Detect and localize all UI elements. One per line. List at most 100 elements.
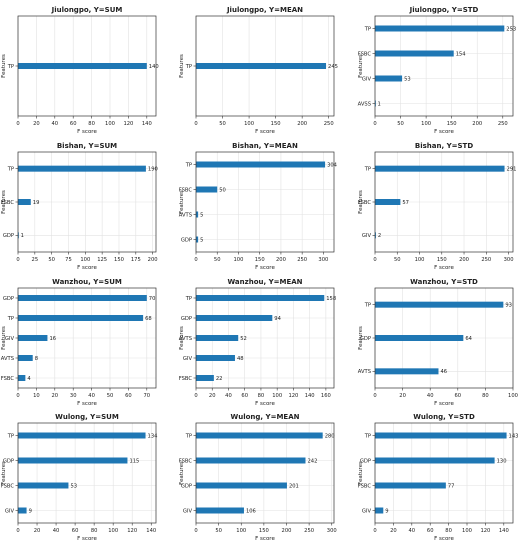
bar (196, 236, 199, 243)
x-tick-label: 60 (125, 393, 132, 399)
y-tick-label: AVTS (179, 212, 192, 218)
x-tick-label: 60 (454, 393, 461, 399)
plot-frame (17, 15, 157, 117)
plot-frame (17, 151, 157, 253)
x-tick-label: 200 (459, 257, 469, 263)
x-tick-label: 100 (462, 528, 472, 534)
x-axis-label: F score (77, 129, 97, 135)
y-tick-label: GDP (181, 237, 192, 243)
x-tick-label: 10 (33, 393, 40, 399)
y-tick-label: AVTS (358, 369, 371, 375)
plot-frame (374, 15, 514, 117)
x-tick-label: 100 (236, 528, 246, 534)
data-label: 140 (149, 64, 159, 70)
x-tick-label: 140 (146, 528, 156, 534)
data-label: 22 (216, 376, 223, 382)
bar (196, 186, 218, 193)
y-tick-label: GDP (3, 296, 14, 302)
bar (196, 482, 287, 489)
y-axis-label: Features (179, 54, 185, 78)
x-tick-label: 0 (16, 393, 19, 399)
y-axis-label: Features (179, 326, 185, 350)
y-tick-label: GIV (5, 508, 15, 514)
bar (375, 457, 495, 464)
x-tick-label: 80 (445, 528, 452, 534)
y-tick-label: FSBC (358, 51, 372, 57)
bar (375, 199, 401, 205)
data-label: 57 (402, 200, 409, 206)
x-axis-label: F score (434, 265, 454, 271)
y-axis-label: Features (1, 461, 7, 485)
x-axis-label: F score (77, 536, 97, 542)
y-tick-label: TP (364, 302, 371, 308)
chart-title: Bishan, Y=STD (415, 142, 473, 150)
y-tick-label: FSBC (1, 200, 15, 206)
bar (196, 335, 239, 341)
x-tick-label: 250 (481, 257, 491, 263)
bar (18, 63, 147, 69)
bar (196, 295, 325, 301)
y-tick-label: TP (7, 64, 14, 70)
data-label: 201 (289, 483, 299, 489)
data-label: 46 (440, 369, 447, 375)
plot-area (375, 16, 513, 116)
x-tick-label: 0 (373, 257, 376, 263)
y-tick-label: FSBC (1, 376, 15, 382)
data-label: 143 (509, 433, 519, 439)
x-tick-label: 175 (131, 257, 141, 263)
chart-panel: Wanzhou, Y=SUM 0 10 20 30 40 50 60 70 GDP 70 TP 68 GI… (1, 278, 157, 407)
y-tick-label: GDP (3, 458, 14, 464)
y-tick-label: GDP (360, 458, 371, 464)
bar (196, 315, 273, 321)
x-tick-label: 40 (225, 393, 232, 399)
plot-frame (17, 287, 157, 389)
x-tick-label: 100 (421, 121, 431, 127)
bar (375, 301, 504, 308)
data-label: 53 (70, 483, 77, 489)
plot-frame (374, 151, 514, 253)
x-tick-label: 40 (51, 121, 58, 127)
x-tick-label: 0 (373, 393, 376, 399)
x-tick-label: 250 (324, 121, 334, 127)
data-label: 8 (35, 356, 38, 362)
x-tick-label: 50 (394, 257, 401, 263)
x-tick-label: 300 (318, 257, 328, 263)
x-tick-label: 0 (16, 257, 19, 263)
x-tick-label: 100 (415, 257, 425, 263)
x-tick-label: 100 (80, 257, 90, 263)
x-tick-label: 140 (499, 528, 509, 534)
chart-title: Jiulongpo, Y=SUM (51, 6, 123, 14)
plot-frame (374, 422, 514, 524)
y-tick-label: AVTS (179, 336, 192, 342)
y-tick-label: TP (7, 433, 14, 439)
plot-area (18, 423, 156, 523)
bar (375, 368, 439, 375)
x-tick-label: 80 (258, 393, 265, 399)
bar (18, 355, 33, 361)
y-tick-label: FSBC (358, 200, 372, 206)
y-axis-label: Features (1, 54, 7, 78)
x-tick-label: 0 (194, 257, 197, 263)
plot-frame (195, 151, 335, 253)
data-label: 5 (200, 212, 203, 218)
bar (18, 315, 144, 321)
bar (18, 507, 27, 514)
y-tick-label: GIV (183, 508, 193, 514)
plot-frame (374, 287, 514, 389)
y-axis-label: Features (179, 461, 185, 485)
bar (375, 507, 384, 514)
x-tick-label: 60 (427, 528, 434, 534)
y-tick-label: TP (185, 162, 192, 168)
x-tick-label: 125 (97, 257, 107, 263)
data-label: 70 (149, 296, 156, 302)
plot-area (196, 152, 334, 252)
x-axis-label: F score (255, 536, 275, 542)
x-tick-label: 60 (241, 393, 248, 399)
x-tick-label: 70 (143, 393, 150, 399)
bar (375, 165, 505, 172)
y-tick-label: GDP (3, 233, 14, 239)
x-axis-label: F score (77, 401, 97, 407)
bar (18, 335, 48, 341)
x-tick-label: 150 (447, 121, 457, 127)
